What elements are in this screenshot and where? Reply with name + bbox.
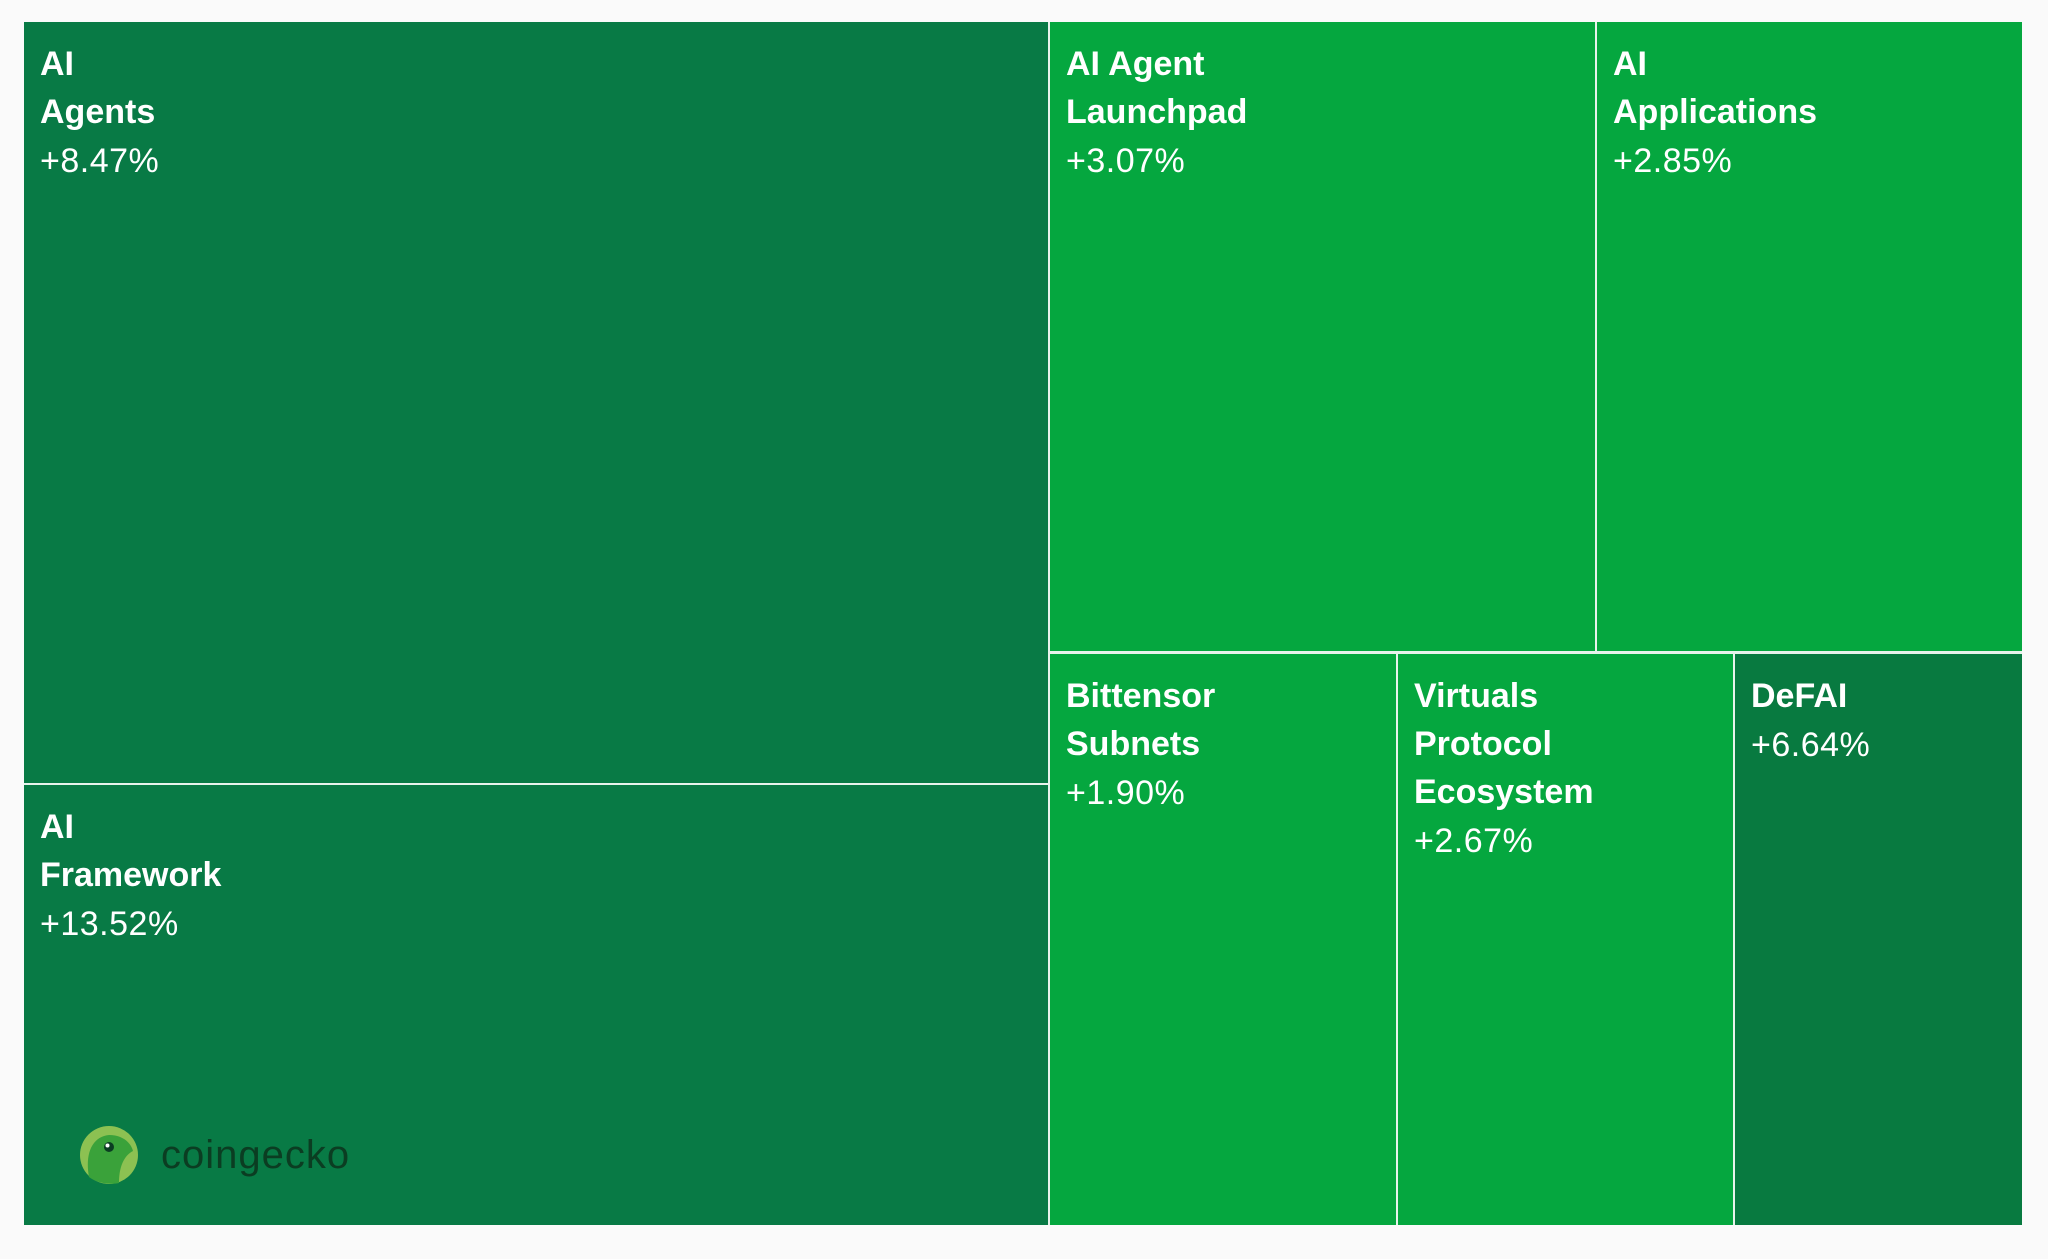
tile-change: +2.85% xyxy=(1613,142,1733,180)
tile-label: DeFAI xyxy=(1751,677,1848,715)
tile-bittensor-subnets[interactable]: Bittensor Subnets +1.90% xyxy=(1050,654,1398,1225)
tile-ai-agent-launchpad[interactable]: AI Agent Launchpad +3.07% xyxy=(1050,22,1597,654)
tile-label: AI Agent Launchpad xyxy=(1066,45,1248,131)
tile-virtuals-protocol-ecosystem[interactable]: Virtuals Protocol Ecosystem +2.67% xyxy=(1398,654,1735,1225)
tile-change: +1.90% xyxy=(1066,774,1186,812)
tile-ai-applications[interactable]: AI Applications +2.85% xyxy=(1597,22,2022,654)
coingecko-wordmark: coingecko xyxy=(161,1132,351,1177)
gecko-icon xyxy=(80,1126,138,1184)
tile-label: Virtuals Protocol Ecosystem xyxy=(1414,677,1594,811)
tile-change: +3.07% xyxy=(1066,142,1186,180)
tile-label: AI Applications xyxy=(1613,45,1818,131)
tile-label: Bittensor Subnets xyxy=(1066,677,1216,763)
coingecko-logo: coingecko xyxy=(79,1125,350,1185)
tile-change: +8.47% xyxy=(40,142,160,180)
tile-change: +13.52% xyxy=(40,905,179,943)
tile-change: +6.64% xyxy=(1751,726,1871,764)
tile-change: +2.67% xyxy=(1414,822,1534,860)
tile-defai[interactable]: DeFAI +6.64% xyxy=(1735,654,2022,1225)
tile-label: AI Framework xyxy=(40,808,222,894)
tile-ai-agents[interactable]: AI Agents +8.47% xyxy=(24,22,1050,785)
tile-label: AI Agents xyxy=(40,45,156,131)
tile-ai-framework[interactable]: AI Framework +13.52% coingecko xyxy=(24,785,1050,1225)
